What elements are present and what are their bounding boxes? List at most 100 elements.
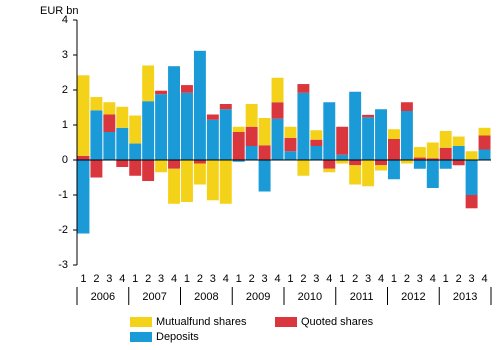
x-tick-label: 3 [417, 273, 423, 285]
bar-segment [336, 160, 349, 164]
bar-segment [245, 104, 258, 127]
legend-swatch [130, 332, 152, 342]
bar-segment [129, 160, 142, 176]
bar-segment [452, 136, 465, 146]
x-tick-label: 1 [236, 273, 242, 285]
bar-segment [77, 75, 90, 156]
bar-segment [219, 109, 232, 160]
bar-segment [349, 91, 362, 160]
bar-segment [181, 85, 193, 93]
bar-segment [439, 160, 452, 169]
bar-segment [219, 104, 232, 110]
y-tick-label: -3 [58, 259, 68, 271]
bar-segment [349, 160, 362, 166]
bar-segment [323, 102, 336, 160]
legend-label: Deposits [156, 331, 199, 343]
bar-segment [375, 165, 387, 171]
x-tick-label: 2 [404, 273, 410, 285]
bar-segment [129, 143, 142, 160]
bar-segment [284, 137, 297, 152]
bar-segment [310, 130, 323, 140]
bar-segment [90, 110, 103, 160]
bar-segment [478, 127, 491, 136]
bar-segment [478, 135, 491, 150]
bar-segment [452, 160, 465, 166]
y-axis-label: EUR bn [40, 5, 79, 17]
bar-segment [400, 102, 413, 111]
x-tick-label: 2 [93, 273, 99, 285]
bar-segment [142, 160, 155, 181]
x-tick-label: 2 [197, 273, 203, 285]
bar-segment [193, 50, 206, 160]
y-tick-label: 2 [62, 84, 68, 96]
bar-segment [181, 92, 193, 160]
bar-segment [116, 160, 129, 167]
y-tick-label: -1 [58, 189, 68, 201]
bar-segment [258, 118, 271, 146]
bar-segment [426, 142, 439, 159]
legend-label: Mutualfund shares [156, 316, 247, 328]
bar-segment [271, 102, 284, 119]
legend-label: Quoted shares [301, 316, 374, 328]
year-label: 2008 [194, 291, 218, 303]
y-tick-label: 0 [62, 154, 68, 166]
bar-segment [310, 139, 323, 146]
x-tick-label: 4 [223, 273, 229, 285]
bar-segment [193, 163, 206, 185]
bar-segment [388, 129, 400, 139]
year-label: 2010 [298, 291, 322, 303]
bar-segment [90, 160, 103, 178]
bar-segment [129, 115, 142, 144]
bar-segment [103, 132, 116, 160]
bar-segment [310, 146, 323, 160]
bar-segment [323, 160, 336, 169]
x-tick-label: 1 [443, 273, 449, 285]
bar-segment [258, 145, 271, 160]
bar-segment [336, 126, 349, 155]
x-tick-label: 1 [80, 273, 86, 285]
bar-segment [362, 117, 375, 160]
bar-segment [271, 118, 284, 160]
bar-segment [168, 160, 180, 169]
year-label: 2011 [350, 291, 374, 303]
bar-segment [323, 168, 336, 173]
x-tick-label: 4 [430, 273, 436, 285]
x-tick-label: 4 [378, 273, 384, 285]
x-tick-label: 3 [106, 273, 112, 285]
bar-segment [258, 160, 271, 192]
bar-segment [413, 160, 426, 169]
year-label: 2009 [246, 291, 270, 303]
bar-segment [271, 77, 284, 103]
bar-segment [103, 114, 116, 132]
bar-segment [388, 160, 400, 180]
bar-segment [349, 165, 362, 185]
bar-segment [426, 160, 439, 188]
bar-segment [232, 126, 245, 132]
bar-segment [206, 114, 219, 120]
y-tick-label: 4 [62, 14, 68, 26]
x-tick-label: 4 [481, 273, 487, 285]
x-tick-label: 4 [274, 273, 280, 285]
bar-segment [375, 109, 387, 160]
bar-segment [362, 160, 375, 187]
bar-segment [465, 160, 478, 195]
y-tick-label: 1 [62, 119, 68, 131]
x-tick-label: 3 [210, 273, 216, 285]
x-tick-label: 4 [171, 273, 177, 285]
bar-segment [142, 65, 155, 102]
bar-segment [232, 160, 245, 162]
x-tick-label: 1 [132, 273, 138, 285]
x-tick-label: 3 [365, 273, 371, 285]
bar-segment [297, 84, 310, 93]
bar-segment [284, 126, 297, 138]
year-label: 2006 [91, 291, 115, 303]
x-tick-label: 1 [287, 273, 293, 285]
bar-segment [142, 101, 155, 160]
bar-segment [245, 146, 258, 160]
x-tick-label: 1 [391, 273, 397, 285]
x-tick-label: 2 [456, 273, 462, 285]
bar-segment [284, 151, 297, 160]
x-tick-label: 3 [158, 273, 164, 285]
bar-segment [168, 168, 180, 204]
